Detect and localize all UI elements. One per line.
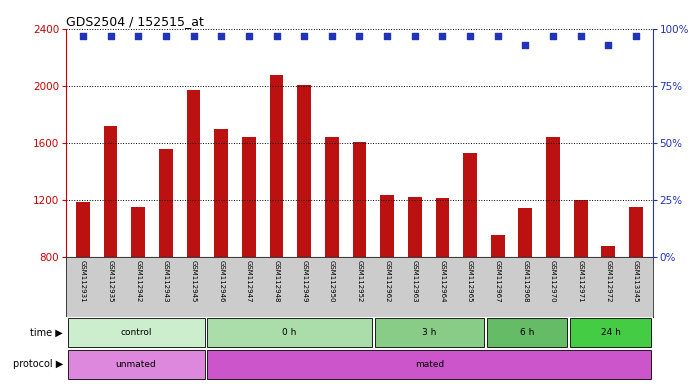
Bar — [491, 235, 505, 372]
Text: GSM112947: GSM112947 — [246, 260, 252, 302]
Bar — [574, 200, 588, 372]
Bar — [487, 318, 567, 347]
Bar — [214, 129, 228, 372]
Point — [547, 33, 558, 39]
Text: unmated: unmated — [116, 360, 156, 369]
Point — [464, 33, 475, 39]
Bar — [68, 318, 205, 347]
Bar — [408, 197, 422, 372]
Text: GSM112962: GSM112962 — [384, 260, 390, 302]
Text: 24 h: 24 h — [601, 328, 621, 337]
Point — [409, 33, 420, 39]
Text: GSM112942: GSM112942 — [135, 260, 141, 302]
Text: GSM113345: GSM113345 — [633, 260, 639, 302]
Point — [437, 33, 448, 39]
Text: GSM112965: GSM112965 — [467, 260, 473, 302]
Text: GDS2504 / 152515_at: GDS2504 / 152515_at — [66, 15, 205, 28]
Bar — [602, 246, 616, 372]
Bar — [629, 207, 643, 372]
Bar — [297, 84, 311, 372]
Text: GSM112952: GSM112952 — [357, 260, 362, 302]
Text: 3 h: 3 h — [422, 328, 436, 337]
Text: GSM112950: GSM112950 — [329, 260, 335, 302]
Text: GSM112964: GSM112964 — [440, 260, 445, 302]
Bar — [375, 318, 484, 347]
Bar — [519, 208, 533, 372]
Bar — [76, 202, 90, 372]
Bar — [159, 149, 173, 372]
Point — [161, 33, 172, 39]
Point — [105, 33, 116, 39]
Text: control: control — [120, 328, 152, 337]
Point — [77, 33, 89, 39]
Point — [575, 33, 586, 39]
Point — [216, 33, 227, 39]
Point — [382, 33, 393, 39]
Bar — [269, 74, 283, 372]
Point — [271, 33, 282, 39]
Point — [244, 33, 255, 39]
Text: GSM112945: GSM112945 — [191, 260, 197, 302]
Bar — [463, 153, 477, 372]
Point — [630, 33, 641, 39]
Point — [326, 33, 337, 39]
Bar — [546, 137, 560, 372]
Text: GSM112967: GSM112967 — [495, 260, 500, 303]
Text: GSM112943: GSM112943 — [163, 260, 169, 302]
Text: GSM112946: GSM112946 — [218, 260, 224, 302]
Text: GSM112963: GSM112963 — [412, 260, 418, 303]
Bar — [570, 318, 651, 347]
Text: GSM112970: GSM112970 — [550, 260, 556, 303]
Bar — [103, 126, 117, 372]
Bar — [186, 89, 200, 372]
Bar — [131, 207, 145, 372]
Text: time ▶: time ▶ — [30, 328, 63, 338]
Text: protocol ▶: protocol ▶ — [13, 359, 63, 369]
Point — [603, 42, 614, 48]
Text: GSM112971: GSM112971 — [578, 260, 584, 303]
Text: GSM112972: GSM112972 — [605, 260, 611, 302]
Text: GSM112935: GSM112935 — [107, 260, 114, 302]
Text: GSM112948: GSM112948 — [274, 260, 279, 302]
Bar — [436, 198, 450, 372]
Bar — [207, 318, 372, 347]
Point — [354, 33, 365, 39]
Point — [299, 33, 310, 39]
Bar — [325, 137, 339, 372]
Text: GSM112968: GSM112968 — [522, 260, 528, 303]
Bar — [242, 137, 255, 372]
Bar — [380, 195, 394, 372]
Point — [492, 33, 503, 39]
Text: mated: mated — [415, 360, 444, 369]
Point — [188, 33, 199, 39]
Point — [133, 33, 144, 39]
Bar — [68, 350, 205, 379]
Text: GSM112931: GSM112931 — [80, 260, 86, 303]
Bar — [207, 350, 651, 379]
Text: GSM112949: GSM112949 — [301, 260, 307, 302]
Bar — [352, 142, 366, 372]
Text: 0 h: 0 h — [283, 328, 297, 337]
Text: 6 h: 6 h — [520, 328, 534, 337]
Point — [520, 42, 531, 48]
